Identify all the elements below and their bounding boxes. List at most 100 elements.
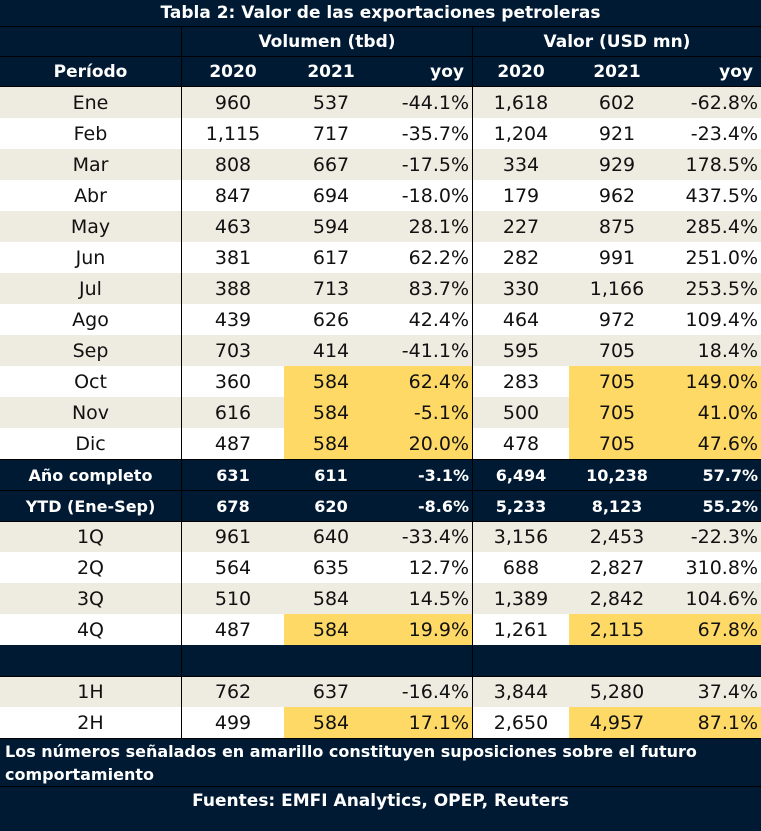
col-header-vol-2020: 2020 (209, 61, 257, 82)
row-label: YTD (Ene-Sep) (0, 491, 182, 521)
row-label: Jul (0, 273, 182, 304)
col-header-vol-2021: 2021 (307, 61, 355, 82)
vol-yoy-cell: 42.4% (378, 304, 473, 335)
vol-2021-cell: 584 (312, 587, 350, 610)
val-yoy-cell: 57.7% (702, 465, 758, 485)
vol-yoy-cell: 12.7% (378, 552, 473, 583)
row-label: Año completo (0, 460, 182, 490)
val-2020-cell: 478 (502, 432, 540, 455)
group-header-blank (0, 27, 182, 56)
val-2021-cell: 962 (598, 184, 636, 207)
vol-2020-cell: 439 (214, 308, 252, 331)
table-row: Ene 960 537 -44.1% 1,618 602 -62.8% (0, 87, 761, 118)
val-yoy-cell: 251.0% (685, 246, 758, 269)
val-yoy-cell: 87.1% (665, 707, 761, 738)
vol-2020-cell: 388 (214, 277, 252, 300)
vol-2020-cell: 499 (214, 711, 252, 734)
val-2021-cell: 2,827 (589, 556, 645, 579)
val-2021-cell: 972 (598, 308, 636, 331)
vol-2020-cell: 463 (214, 215, 252, 238)
vol-yoy-cell: -17.5% (378, 149, 473, 180)
vol-2020-cell: 487 (214, 432, 252, 455)
vol-2020-cell: 487 (214, 618, 252, 641)
val-yoy-cell: 285.4% (685, 215, 758, 238)
val-2021-cell: 5,280 (589, 681, 645, 703)
vol-2021-cell: 594 (312, 215, 350, 238)
val-2021-cell: 602 (598, 91, 636, 114)
sources-line: Fuentes: EMFI Analytics, OPEP, Reuters (0, 787, 761, 815)
table-row: Dic 487 584 20.0% 478 705 47.6% (0, 428, 761, 459)
val-2021-cell: 875 (598, 215, 636, 238)
row-label: Sep (0, 335, 182, 366)
vol-2021-cell: 584 (284, 707, 378, 738)
row-label: 1Q (0, 522, 182, 552)
val-2020-cell: 3,156 (493, 526, 549, 548)
val-yoy-cell: 109.4% (685, 308, 758, 331)
vol-2020-cell: 510 (214, 587, 252, 610)
vol-yoy-cell: -35.7% (378, 118, 473, 149)
val-2020-cell: 179 (502, 184, 540, 207)
vol-yoy-cell: -5.1% (378, 397, 473, 428)
table-row: 3Q 510 584 14.5% 1,389 2,842 104.6% (0, 583, 761, 614)
table-row: Nov 616 584 -5.1% 500 705 41.0% (0, 397, 761, 428)
table-row: Sep 703 414 -41.1% 595 705 18.4% (0, 335, 761, 366)
vol-2021-cell: 584 (284, 614, 378, 645)
vol-2020-cell: 616 (214, 401, 252, 424)
vol-2021-cell: 694 (312, 184, 350, 207)
row-label: Nov (0, 397, 182, 428)
row-label: May (0, 211, 182, 242)
val-2021-cell: 2,453 (589, 526, 645, 548)
vol-2021-cell: 626 (312, 308, 350, 331)
vol-yoy-cell: 62.4% (378, 366, 473, 397)
summary-rows: Año completo 631 611 -3.1% 6,494 10,238 57.7% Y… (0, 459, 761, 521)
vol-2021-cell: 537 (312, 91, 350, 114)
val-yoy-cell: -62.8% (690, 91, 758, 114)
row-label: Feb (0, 118, 182, 149)
vol-yoy-cell: -18.0% (378, 180, 473, 211)
vol-yoy-cell: 83.7% (378, 273, 473, 304)
val-yoy-cell: 41.0% (665, 397, 761, 428)
col-header-val-yoy: yoy (719, 61, 753, 82)
val-2020-cell: 227 (502, 215, 540, 238)
val-2020-cell: 464 (502, 308, 540, 331)
row-label: Dic (0, 428, 182, 459)
val-2020-cell: 1,261 (493, 618, 549, 641)
val-2021-cell: 1,166 (589, 277, 645, 300)
vol-2021-cell: 617 (312, 246, 350, 269)
table-row: 2Q 564 635 12.7% 688 2,827 310.8% (0, 552, 761, 583)
val-yoy-cell: 178.5% (685, 153, 758, 176)
vol-yoy-cell: -8.6% (378, 491, 473, 521)
col-header-val-2021: 2021 (593, 61, 641, 82)
vol-2021-cell: 611 (314, 465, 348, 485)
table-row: Oct 360 584 62.4% 283 705 149.0% (0, 366, 761, 397)
group-header-valor: Valor (USD mn) (543, 31, 691, 52)
val-2020-cell: 6,494 (495, 465, 547, 485)
table-row: Mar 808 667 -17.5% 334 929 178.5% (0, 149, 761, 180)
summary-row: YTD (Ene-Sep) 678 620 -8.6% 5,233 8,123 55.2% (0, 490, 761, 521)
vol-yoy-cell: 20.0% (378, 428, 473, 459)
group-header-row: Volumen (tbd) Valor (USD mn) (0, 27, 761, 57)
vol-yoy-cell: -33.4% (378, 522, 473, 552)
val-yoy-cell: 310.8% (685, 556, 758, 579)
val-2020-cell: 330 (502, 277, 540, 300)
half-rows: 1H 762 637 -16.4% 3,844 5,280 37.4% 2H 499 584 17.… (0, 676, 761, 738)
val-2020-cell: 2,650 (493, 711, 549, 734)
val-yoy-cell: 18.4% (697, 339, 758, 362)
spacer-cell (182, 645, 473, 676)
table-row: Feb 1,115 717 -35.7% 1,204 921 -23.4% (0, 118, 761, 149)
table-row: Jul 388 713 83.7% 330 1,166 253.5% (0, 273, 761, 304)
vol-2020-cell: 762 (214, 681, 252, 703)
col-header-val-2020: 2020 (497, 61, 545, 82)
table-row: 2H 499 584 17.1% 2,650 4,957 87.1% (0, 707, 761, 738)
vol-2021-cell: 584 (284, 428, 378, 459)
row-label: Jun (0, 242, 182, 273)
vol-2021-cell: 667 (312, 153, 350, 176)
val-2021-cell: 705 (569, 397, 665, 428)
val-2020-cell: 5,233 (495, 496, 547, 516)
vol-2021-cell: 717 (312, 122, 350, 145)
row-label: Ene (0, 87, 182, 118)
table-row: Abr 847 694 -18.0% 179 962 437.5% (0, 180, 761, 211)
vol-2020-cell: 808 (214, 153, 252, 176)
vol-2020-cell: 381 (214, 246, 252, 269)
